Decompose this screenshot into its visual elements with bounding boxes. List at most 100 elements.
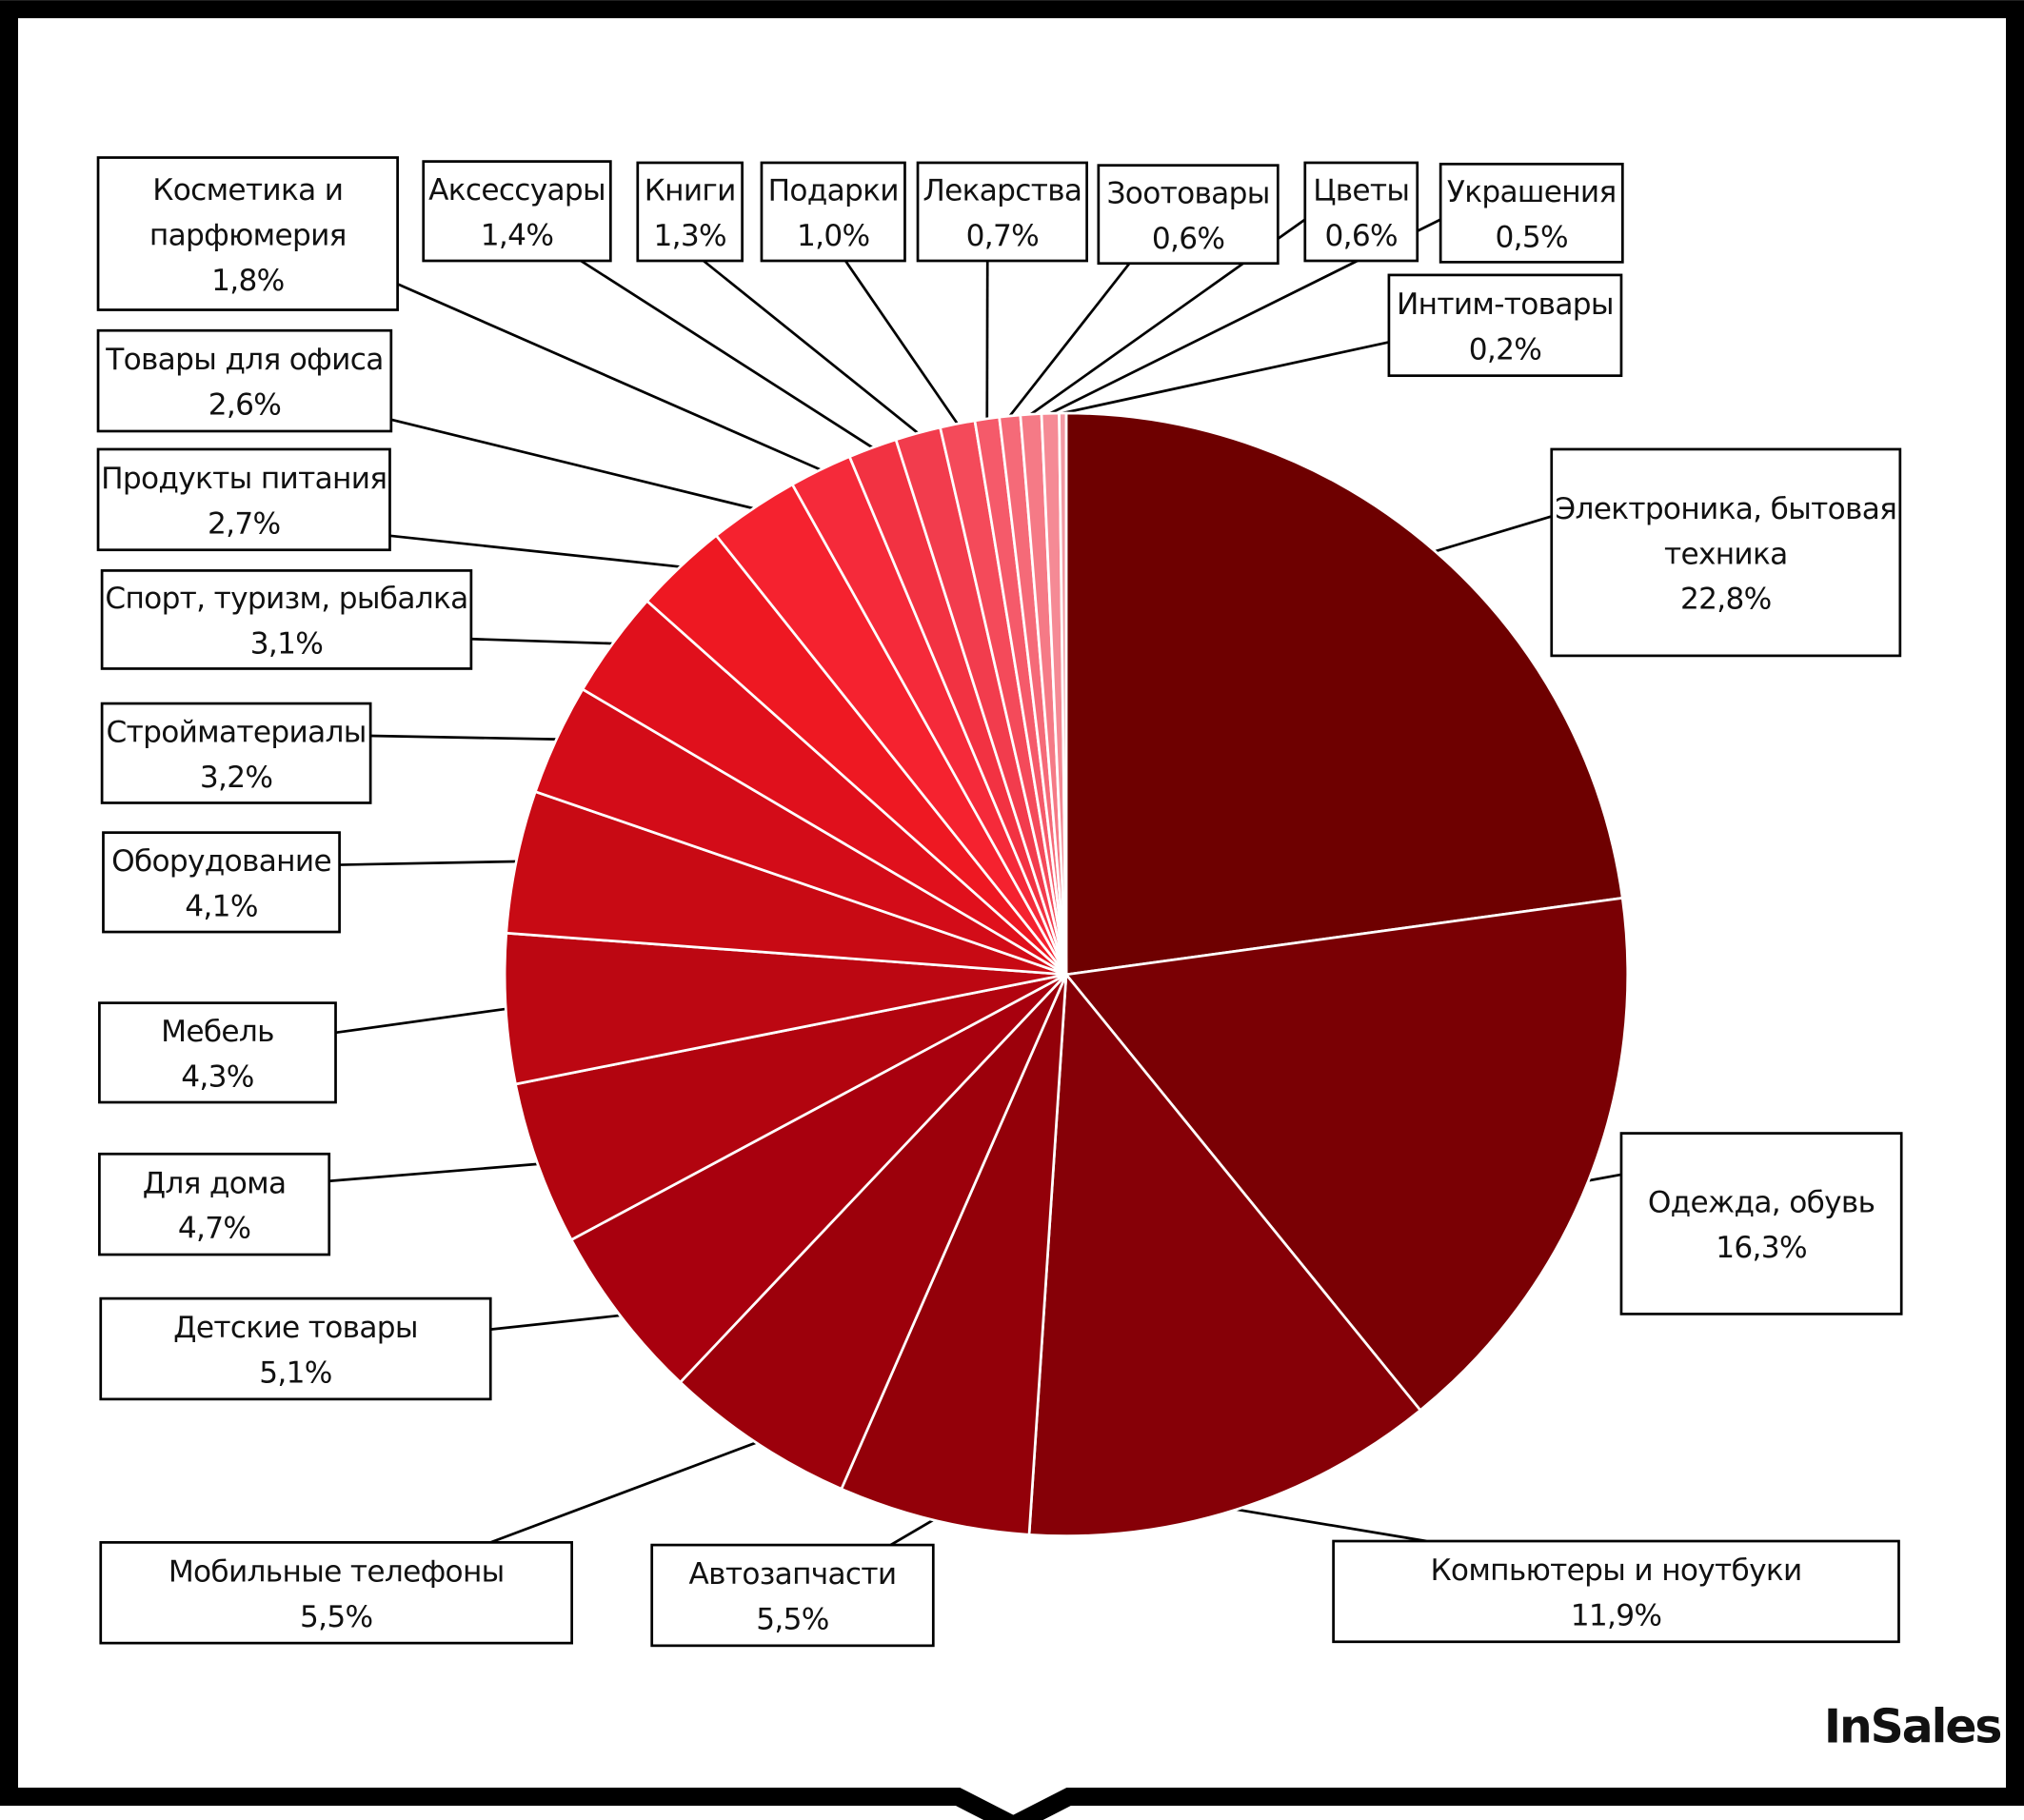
label-box bbox=[100, 702, 372, 804]
pie-slice bbox=[1027, 971, 1422, 1537]
leader-line bbox=[489, 1441, 757, 1544]
leader-line bbox=[389, 534, 681, 568]
label-box bbox=[760, 161, 906, 263]
slice-value-label: 5,5% bbox=[300, 1600, 372, 1634]
slice-label: Мебель bbox=[161, 1015, 274, 1049]
label-box bbox=[99, 1296, 492, 1401]
data-label: Книги 1,3% bbox=[636, 161, 744, 263]
leader-line bbox=[470, 637, 613, 645]
slice-label: Цветы bbox=[1313, 174, 1409, 208]
leader-line bbox=[490, 1314, 621, 1332]
insales-logo: InSales bbox=[1824, 1700, 2001, 1754]
slice-value-label: 0,5% bbox=[1495, 220, 1567, 254]
label-box bbox=[1550, 447, 1902, 658]
label-box bbox=[1332, 1539, 1900, 1644]
label-box bbox=[98, 1001, 337, 1104]
leader-line bbox=[1062, 341, 1390, 415]
label-box bbox=[98, 1152, 331, 1256]
slice-label: Интим-товары bbox=[1397, 287, 1614, 322]
data-label: Товары для офиса 2,6% bbox=[96, 328, 393, 433]
label-box bbox=[422, 160, 612, 263]
slice-label: Одежда, обувь bbox=[1648, 1186, 1875, 1220]
slice-label: Мобильные телефоны bbox=[169, 1554, 505, 1589]
leader-line bbox=[703, 259, 920, 434]
slice-value-label: 16,3% bbox=[1716, 1231, 1807, 1265]
leader-line bbox=[1008, 262, 1131, 417]
data-label: Цветы 0,6% bbox=[1303, 161, 1419, 263]
data-label: Автозапчасти 5,5% bbox=[650, 1543, 935, 1648]
data-label: Спорт, туризм, рыбалка 3,1% bbox=[100, 569, 473, 670]
data-label: Для дома 4,7% bbox=[98, 1152, 331, 1256]
pie-slice bbox=[569, 973, 1067, 1385]
slice-value-label: 2,7% bbox=[208, 506, 280, 541]
leader-line bbox=[1435, 515, 1553, 553]
leader-line bbox=[843, 260, 959, 425]
slice-value-label: 1,4% bbox=[481, 218, 553, 252]
leader-line bbox=[580, 259, 874, 449]
slice-value-label: 1,3% bbox=[653, 219, 725, 253]
label-box bbox=[96, 328, 393, 433]
data-label: Электроника, бытовая техника 22,8% bbox=[1550, 447, 1902, 658]
leader-line bbox=[335, 1007, 506, 1035]
slice-value-label: 11,9% bbox=[1571, 1598, 1662, 1632]
label-box bbox=[636, 161, 744, 263]
label-box bbox=[1303, 161, 1419, 263]
slice-label: Стройматериалы bbox=[107, 715, 367, 749]
pie-slice bbox=[1058, 411, 1068, 975]
slice-value-label: 0,6% bbox=[1325, 219, 1398, 253]
label-box bbox=[96, 447, 391, 552]
slice-label: Детские товары bbox=[173, 1311, 418, 1345]
leader-line bbox=[370, 734, 557, 741]
slice-value-label: 2,6% bbox=[208, 388, 281, 423]
slice-label: Подарки bbox=[768, 174, 899, 208]
data-label: Косметика и парфюмерия 1,8% bbox=[96, 156, 399, 311]
slice-label: Книги bbox=[645, 174, 736, 208]
data-label: Подарки 1,0% bbox=[760, 161, 906, 263]
leader-line bbox=[328, 1162, 538, 1183]
label-box bbox=[96, 156, 399, 311]
slice-label: Косметика и bbox=[152, 173, 343, 208]
data-label: Аксессуары 1,4% bbox=[422, 160, 612, 263]
leader-line bbox=[1588, 1173, 1622, 1182]
data-label: Лекарства 0,7% bbox=[916, 161, 1088, 263]
data-label: Зоотовары 0,6% bbox=[1097, 164, 1280, 266]
data-label: Стройматериалы 3,2% bbox=[100, 702, 372, 804]
slice-label: Украшения bbox=[1447, 175, 1617, 209]
slice-value-label: 22,8% bbox=[1680, 583, 1772, 617]
slice-label: Спорт, туризм, рыбалка bbox=[105, 582, 467, 616]
slice-value-label: 5,5% bbox=[756, 1603, 828, 1637]
leader-line bbox=[390, 418, 754, 510]
slice-value-label: 0,6% bbox=[1152, 222, 1224, 256]
data-label: Мобильные телефоны 5,5% bbox=[99, 1541, 574, 1645]
pie-slice bbox=[1063, 896, 1630, 1413]
slice-label: Лекарства bbox=[923, 174, 1081, 208]
slice-label: Оборудование bbox=[111, 844, 331, 879]
slice-label: Для дома bbox=[143, 1166, 287, 1200]
slice-value-label: 4,1% bbox=[185, 889, 257, 923]
slice-label: Автозапчасти bbox=[689, 1557, 897, 1592]
slice-value-label: 0,7% bbox=[966, 219, 1039, 253]
slice-label: Товары для офиса bbox=[105, 343, 383, 377]
pie-slice bbox=[840, 974, 1068, 1536]
pie-slice bbox=[513, 973, 1067, 1242]
slice-label: Аксессуары bbox=[428, 173, 605, 208]
label-box bbox=[99, 1541, 574, 1645]
slice-value-label: 3,1% bbox=[250, 627, 323, 662]
leader-line bbox=[397, 283, 822, 471]
label-box bbox=[916, 161, 1088, 263]
label-box bbox=[1097, 164, 1280, 266]
data-label: Продукты питания 2,7% bbox=[96, 447, 391, 552]
slice-label: Электроника, бытовая bbox=[1555, 492, 1896, 526]
label-box bbox=[1439, 162, 1624, 264]
data-label: Интим-товары 0,2% bbox=[1387, 273, 1623, 378]
label-box bbox=[1619, 1132, 1903, 1316]
slice-label: Зоотовары bbox=[1107, 176, 1270, 210]
slice-value-label: 0,2% bbox=[1469, 332, 1541, 366]
slice-value-label: 4,7% bbox=[178, 1212, 250, 1246]
data-label: Украшения 0,5% bbox=[1439, 162, 1624, 264]
pie-slice bbox=[1064, 411, 1624, 977]
label-box bbox=[100, 569, 473, 670]
